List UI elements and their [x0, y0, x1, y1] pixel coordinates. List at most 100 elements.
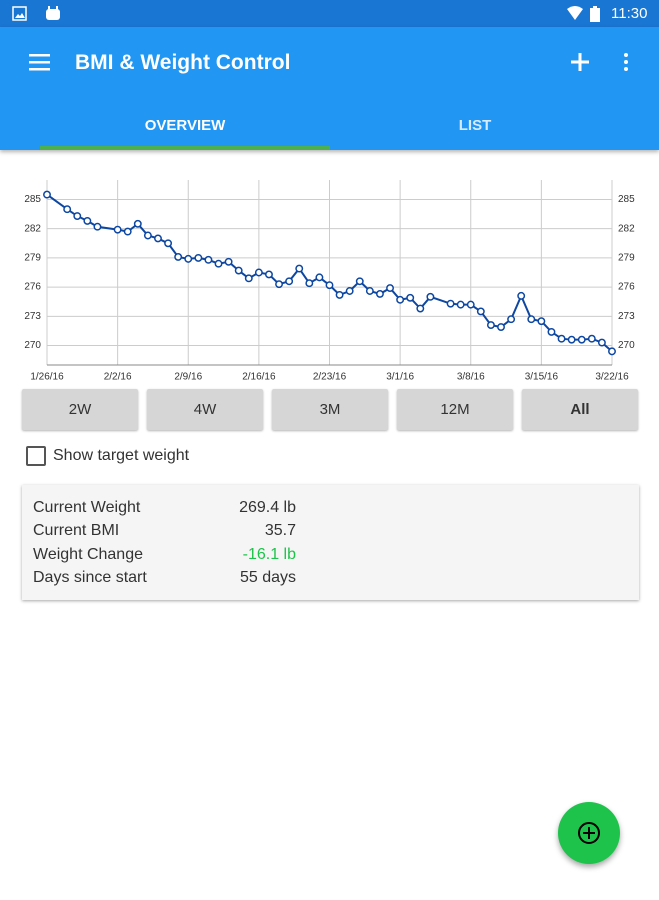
data-point — [567, 335, 576, 344]
y2-tick-label: 282 — [618, 223, 635, 234]
data-point — [275, 280, 284, 289]
data-point — [577, 335, 586, 344]
range-button[interactable]: 12M — [397, 389, 513, 430]
range-button[interactable]: All — [522, 389, 638, 430]
data-point — [194, 253, 203, 262]
data-point — [244, 274, 253, 283]
y-tick-label: 282 — [24, 223, 41, 234]
data-point — [587, 334, 596, 343]
data-point — [164, 239, 173, 248]
x-tick-label: 1/26/16 — [30, 372, 64, 383]
data-point — [63, 205, 72, 214]
range-button[interactable]: 4W — [147, 389, 263, 430]
app-bar — [0, 27, 659, 150]
data-point — [547, 327, 556, 336]
data-point — [43, 190, 51, 199]
stat-value: -16.1 lb — [242, 546, 296, 563]
y2-tick-label: 279 — [618, 253, 635, 264]
data-point — [365, 287, 374, 295]
stat-value: 35.7 — [264, 522, 296, 539]
weight-chart: 1/26/16 2/2/16 2/9/16 2/16/16 2/23/16 3/1/16 3… — [24, 180, 635, 383]
data-point — [597, 338, 606, 347]
data-point — [214, 259, 223, 268]
data-point — [184, 254, 193, 263]
data-point — [426, 292, 435, 301]
y2-tick-label: 285 — [618, 194, 635, 205]
data-point — [386, 284, 394, 293]
y-tick-label: 270 — [24, 340, 41, 351]
data-point — [375, 289, 384, 298]
data-point — [507, 315, 516, 324]
data-point — [73, 212, 82, 220]
data-point — [456, 300, 465, 309]
status-icons — [12, 6, 60, 21]
stat-label: Weight Change — [33, 546, 143, 563]
x-tick-label: 2/16/16 — [242, 372, 276, 383]
range-button[interactable]: 2W — [22, 389, 138, 430]
data-point — [325, 281, 334, 290]
y-tick-label: 273 — [24, 311, 41, 322]
data-point — [406, 293, 415, 302]
stat-value: 55 days — [239, 569, 296, 586]
data-point — [174, 252, 183, 261]
checkbox[interactable] — [26, 446, 46, 466]
x-tick-label: 2/9/16 — [174, 372, 202, 383]
stats-card — [22, 485, 639, 600]
data-point — [83, 216, 92, 225]
data-point — [608, 347, 616, 356]
data-point — [305, 279, 314, 288]
data-point — [93, 222, 102, 231]
y2-tick-label: 276 — [618, 282, 635, 293]
x-tick-label: 2/23/16 — [313, 372, 347, 383]
y-tick-label: 276 — [24, 282, 41, 293]
data-point — [517, 291, 526, 300]
stat-value: 269.4 lb — [239, 499, 296, 516]
stat-label: Current BMI — [33, 522, 120, 539]
data-point — [133, 219, 142, 228]
fab-icon — [578, 822, 600, 844]
clock: 11:30 — [611, 5, 648, 22]
overflow-menu[interactable] — [622, 52, 630, 72]
data-point — [497, 323, 505, 331]
data-point — [154, 234, 162, 243]
checkbox-label[interactable]: Show target weight — [53, 447, 190, 464]
data-point — [224, 257, 233, 266]
data-point — [315, 273, 324, 282]
data-point — [335, 290, 344, 299]
x-tick-label: 2/2/16 — [104, 372, 132, 383]
stat-label: Days since start — [33, 569, 147, 586]
data-point — [396, 295, 405, 304]
data-point — [254, 268, 263, 277]
range-button[interactable]: 3M — [272, 389, 388, 430]
menu-button[interactable] — [29, 53, 51, 71]
data-point — [345, 287, 354, 295]
tab[interactable]: LIST — [458, 117, 492, 134]
data-point — [123, 227, 132, 236]
data-point — [476, 307, 485, 316]
data-point — [285, 277, 294, 286]
data-point — [355, 277, 364, 286]
add-entry-button[interactable] — [558, 802, 620, 864]
data-point — [113, 225, 122, 234]
tab[interactable]: OVERVIEW — [144, 117, 226, 134]
x-tick-label: 3/1/16 — [386, 372, 414, 383]
data-point — [557, 334, 566, 343]
data-point — [486, 321, 495, 330]
data-point — [234, 266, 243, 275]
x-tick-label: 3/22/16 — [595, 372, 629, 383]
data-point — [143, 231, 152, 240]
data-point — [527, 315, 536, 324]
data-point — [466, 300, 475, 309]
add-button[interactable] — [570, 52, 590, 72]
data-point — [446, 299, 455, 308]
x-tick-label: 3/15/16 — [525, 372, 559, 383]
status-bar: 11:30 — [0, 0, 659, 27]
stat-label: Current Weight — [33, 499, 141, 516]
y-tick-label: 285 — [24, 194, 41, 205]
tab-indicator — [40, 146, 330, 150]
data-point — [416, 304, 425, 313]
status-indicators — [567, 6, 600, 22]
data-point — [204, 255, 213, 264]
data-point — [295, 264, 304, 273]
